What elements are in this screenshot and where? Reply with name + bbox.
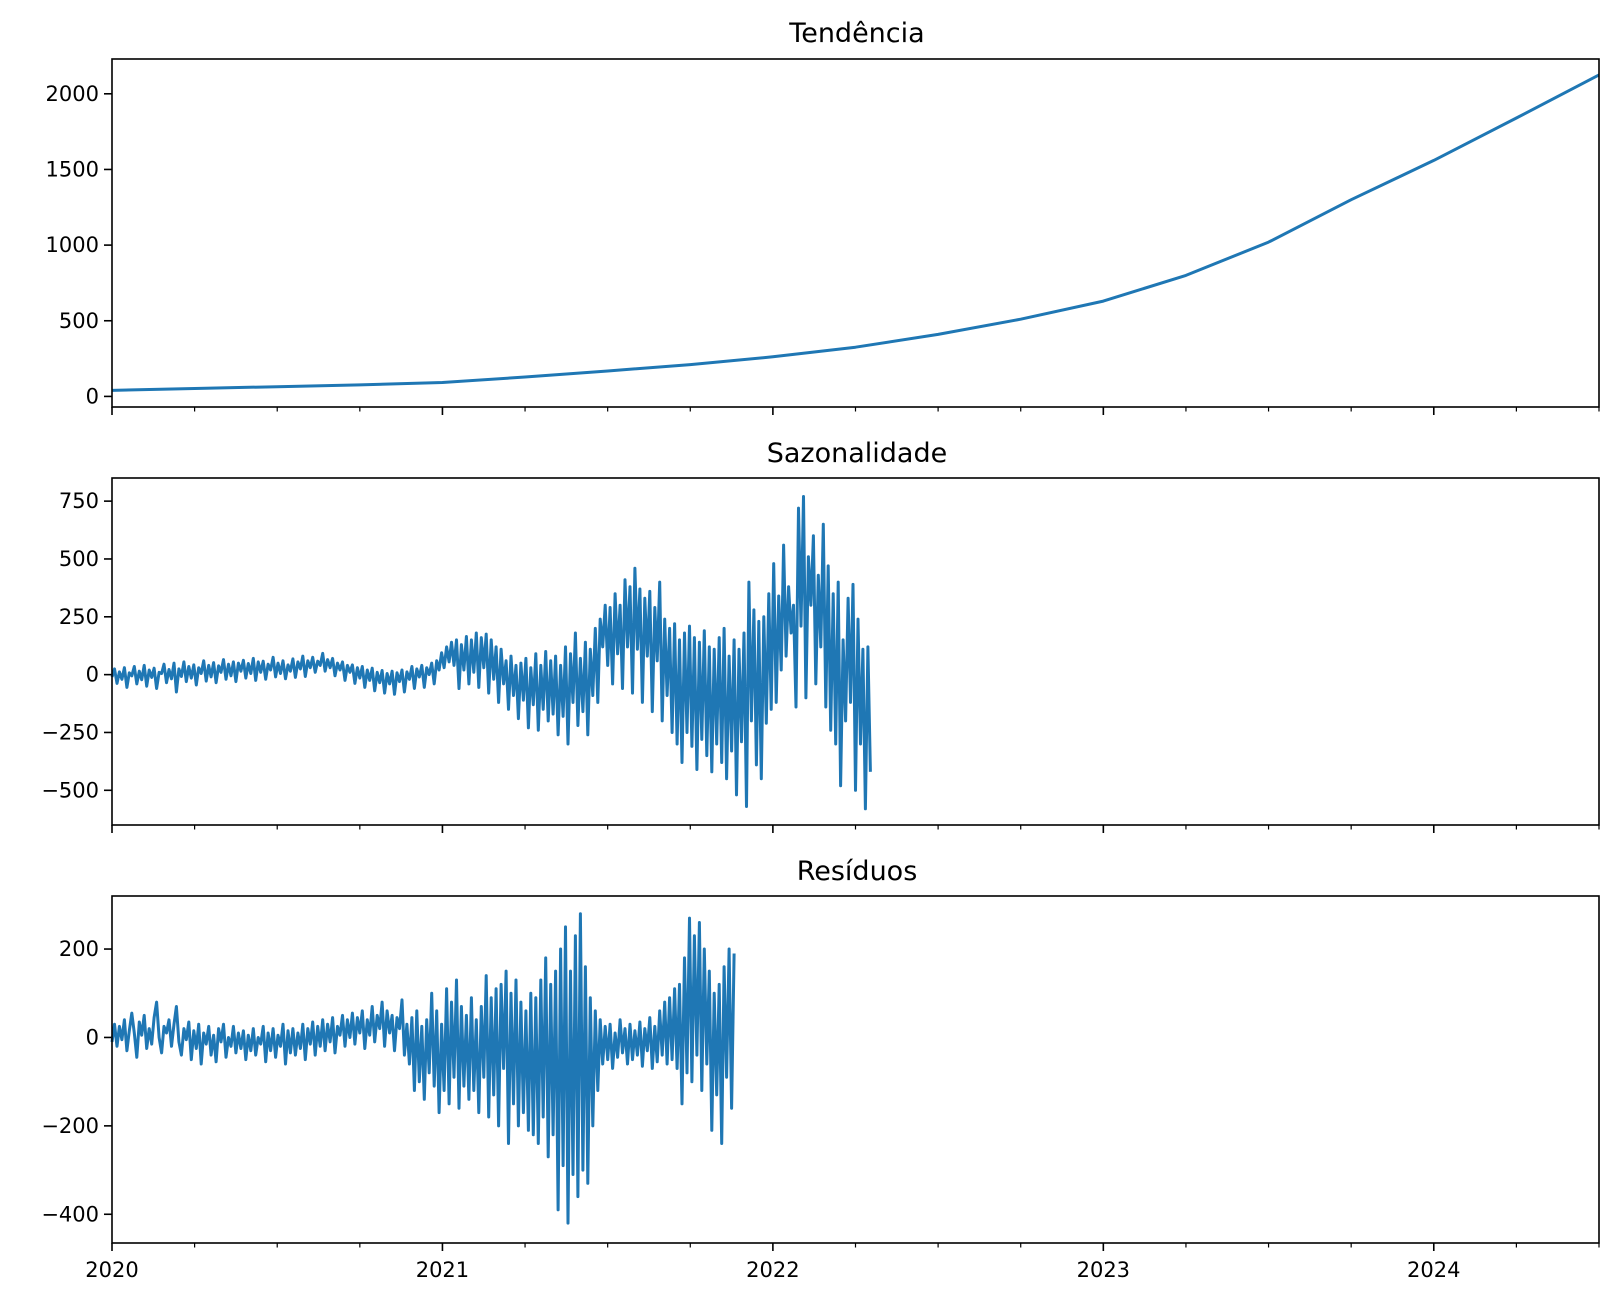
xtick-label: 2021 [416,1258,469,1282]
trend-ytick-label: 2000 [46,82,99,106]
trend-ytick-label: 1500 [46,157,99,181]
xtick-label: 2023 [1077,1258,1130,1282]
seasonal-ytick-label: 250 [59,605,99,629]
seasonal-ytick-label: −250 [41,720,99,744]
trend-ytick-label: 0 [86,384,99,408]
seasonal-axes-frame [111,477,1600,826]
trend-axes-frame [111,58,1600,408]
xtick-label: 2024 [1407,1258,1460,1282]
residual-ytick-label: −400 [41,1202,99,1226]
trend-series-line [111,73,1600,392]
trend-ytick-label: 1000 [46,233,99,257]
panel-title-trend: Tendência [788,18,924,49]
residual-ytick-label: 0 [86,1025,99,1049]
xtick-label: 2020 [85,1258,138,1282]
seasonal-ytick-label: 500 [59,547,99,571]
residual-ytick-label: 200 [59,937,99,961]
seasonal-ytick-label: −500 [41,778,99,802]
trend-plot-area: 0 500 1000 1500 2000 [46,73,1600,415]
seasonal-ytick-label: 750 [59,489,99,513]
residual-plot-area: −400 −200 0 200 2020 2021 2022 2023 2024 [41,912,1600,1282]
residual-ytick-label: −200 [41,1114,99,1138]
panel-title-residual: Resíduos [797,856,918,887]
residual-axes-frame [111,895,1600,1244]
seasonal-ytick-label: 0 [86,663,99,687]
panel-residual: Resíduos −400 −200 0 200 2020 2021 2022 2023 202… [41,856,1600,1282]
seasonal-plot-area: −500 −250 0 250 500 750 [41,489,1600,833]
panel-trend: Tendência 0 500 1000 1500 2000 [46,18,1600,415]
xtick-label: 2022 [746,1258,799,1282]
residual-series-line [110,912,736,1225]
seasonal-series-line [110,495,872,811]
panel-title-seasonal: Sazonalidade [767,438,947,469]
trend-ytick-label: 500 [59,309,99,333]
panel-seasonal: Sazonalidade −500 −250 0 250 500 750 [41,438,1600,833]
